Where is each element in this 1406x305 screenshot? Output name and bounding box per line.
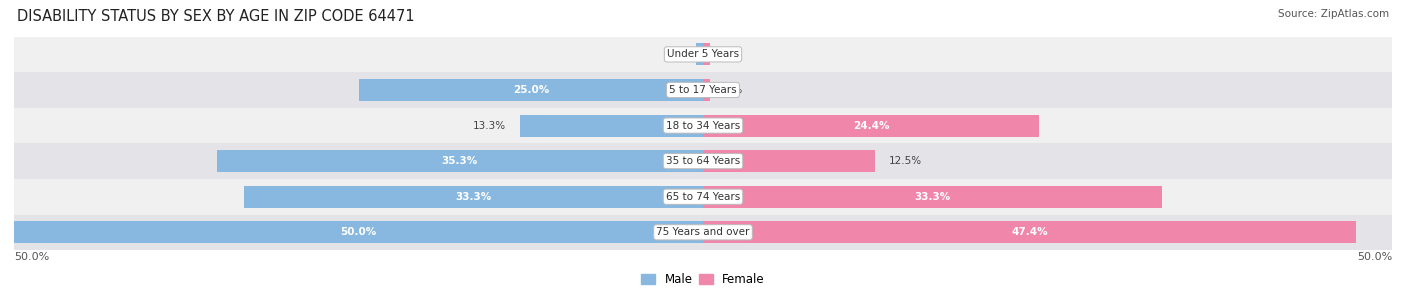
Bar: [703, 43, 710, 66]
Bar: [703, 150, 875, 172]
Text: 33.3%: 33.3%: [914, 192, 950, 202]
Bar: [14, 214, 1392, 250]
Bar: [14, 37, 1392, 72]
Bar: [217, 150, 703, 172]
Bar: [703, 115, 1039, 137]
Text: 12.5%: 12.5%: [889, 156, 922, 166]
Text: 50.0%: 50.0%: [340, 227, 377, 237]
Text: 25.0%: 25.0%: [513, 85, 548, 95]
Bar: [696, 43, 703, 66]
Text: 50.0%: 50.0%: [14, 252, 49, 262]
Text: 18 to 34 Years: 18 to 34 Years: [666, 120, 740, 131]
Text: 24.4%: 24.4%: [853, 120, 890, 131]
Bar: [520, 115, 703, 137]
Bar: [14, 72, 1392, 108]
Text: 0.0%: 0.0%: [717, 49, 742, 59]
Text: 50.0%: 50.0%: [1357, 252, 1392, 262]
Text: 0.0%: 0.0%: [664, 49, 689, 59]
Legend: Male, Female: Male, Female: [637, 269, 769, 291]
Bar: [703, 221, 1357, 243]
Bar: [245, 186, 703, 208]
Bar: [359, 79, 703, 101]
Text: 13.3%: 13.3%: [472, 120, 506, 131]
Bar: [703, 186, 1161, 208]
Text: DISABILITY STATUS BY SEX BY AGE IN ZIP CODE 64471: DISABILITY STATUS BY SEX BY AGE IN ZIP C…: [17, 9, 415, 24]
Text: 33.3%: 33.3%: [456, 192, 492, 202]
Text: 65 to 74 Years: 65 to 74 Years: [666, 192, 740, 202]
Text: Source: ZipAtlas.com: Source: ZipAtlas.com: [1278, 9, 1389, 19]
Text: 35.3%: 35.3%: [441, 156, 478, 166]
Text: 47.4%: 47.4%: [1011, 227, 1047, 237]
Text: 75 Years and over: 75 Years and over: [657, 227, 749, 237]
Bar: [14, 221, 703, 243]
Bar: [14, 179, 1392, 214]
Text: 5 to 17 Years: 5 to 17 Years: [669, 85, 737, 95]
Bar: [14, 143, 1392, 179]
Bar: [14, 108, 1392, 143]
Text: 0.0%: 0.0%: [717, 85, 742, 95]
Text: 35 to 64 Years: 35 to 64 Years: [666, 156, 740, 166]
Bar: [703, 79, 710, 101]
Text: Under 5 Years: Under 5 Years: [666, 49, 740, 59]
